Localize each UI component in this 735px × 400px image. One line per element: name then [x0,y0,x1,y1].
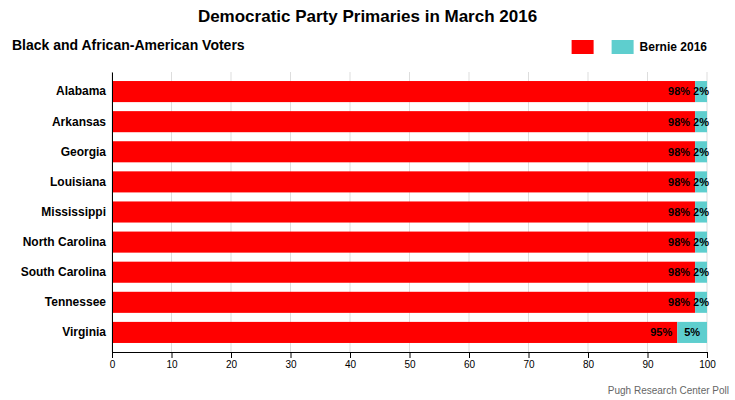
x-tick: 20 [226,352,238,370]
data-label: 98% [668,146,690,158]
tick-mark [172,352,173,358]
legend-item [572,40,594,54]
legend-label: Bernie 2016 [640,40,708,54]
tick-mark [469,352,470,358]
tick-label: Louisiana [50,175,106,189]
y-tick: Virginia [62,325,112,339]
tick-label: 40 [345,359,357,370]
x-tick: 70 [523,352,535,370]
tick-label: Arkansas [52,115,106,129]
data-label: 95% [650,326,672,338]
data-label: 98% [668,206,690,218]
bar [677,322,707,343]
data-label: 2% [693,266,709,278]
tick-label: Tennessee [45,295,106,309]
tick-mark [291,352,292,358]
y-tick: Alabama [56,84,112,98]
y-tick: Georgia [61,145,112,159]
data-label: 98% [668,266,690,278]
bar [112,322,677,343]
tick-label: Alabama [56,84,106,98]
tick-mark [350,352,351,358]
tick-label: Virginia [62,325,106,339]
bar [112,262,695,283]
x-tick: 80 [583,352,595,370]
bar [112,141,695,162]
data-label: 2% [693,206,709,218]
legend-swatch [612,40,634,54]
y-tick: Tennessee [45,295,112,309]
chart: Democratic Party Primaries in March 2016… [0,0,735,400]
tick-label: Mississippi [41,205,106,219]
data-label: 98% [668,85,690,97]
bar [112,171,695,192]
footer: Pugh Research Center Poll [608,385,729,396]
data-label: 5% [684,326,700,338]
y-tick: Louisiana [50,175,112,189]
x-tick: 60 [464,352,476,370]
tick-label: 20 [226,359,238,370]
y-tick: North Carolina [23,235,112,249]
x-tick: 10 [166,352,178,370]
tick-mark [231,352,232,358]
x-axis: 0 10 20 30 40 50 60 70 80 90 100 [110,352,717,370]
bar [112,292,695,313]
axis-line [113,353,708,359]
y-tick: Arkansas [52,115,112,129]
tick-label: 0 [110,359,116,370]
data-label: 2% [693,85,709,97]
y-axis: Alabama Arkansas Georgia Louisiana Mississip… [21,73,113,353]
subtitle: Black and African-American Voters [12,37,245,53]
x-tick: 0 [110,352,116,370]
tick-label: 10 [166,359,178,370]
tick-label: 80 [583,359,595,370]
tick-label: 50 [404,359,416,370]
tick-mark [410,352,411,358]
data-label: 2% [693,146,709,158]
bar [112,111,695,132]
legend-swatch [572,40,594,54]
data-label: 98% [668,116,690,128]
tick-label: 70 [523,359,535,370]
y-tick: Mississippi [41,205,112,219]
tick-label: 60 [464,359,476,370]
x-tick: 50 [404,352,416,370]
tick-label: North Carolina [23,235,107,249]
axis-line [112,73,113,353]
tick-mark [648,352,649,358]
tick-label: 100 [699,359,716,370]
data-label: 2% [693,236,709,248]
bar [112,201,695,222]
tick-label: 90 [642,359,654,370]
tick-mark [588,352,589,358]
tick-mark [112,352,113,358]
x-tick: 100 [699,352,716,370]
legend-item: Bernie 2016 [612,40,708,54]
data-label: 98% [668,296,690,308]
bars [112,81,707,343]
tick-mark [529,352,530,358]
data-label: 98% [668,176,690,188]
bar [112,81,695,102]
tick-mark [707,352,708,358]
x-tick: 30 [285,352,297,370]
legend: Bernie 2016 [572,40,708,54]
x-tick: 40 [345,352,357,370]
data-label: 98% [668,236,690,248]
x-tick: 90 [642,352,654,370]
data-label: 2% [693,116,709,128]
tick-label: South Carolina [21,265,107,279]
title: Democratic Party Primaries in March 2016 [198,7,537,26]
tick-label: 30 [285,359,297,370]
data-label: 2% [693,296,709,308]
grid [112,72,707,352]
data-labels: 98% 98% 98% 98% 98% 98% 98% 98% 95% 2% 2% 2% 2% 2% 2% 2… [650,85,709,338]
grid-line [112,72,113,352]
plot: 98% 98% 98% 98% 98% 98% 98% 98% 95% 2% 2% 2% 2% 2% 2% 2… [21,72,717,370]
bar [112,232,695,253]
tick-label: Georgia [61,145,107,159]
y-tick: South Carolina [21,265,112,279]
data-label: 2% [693,176,709,188]
